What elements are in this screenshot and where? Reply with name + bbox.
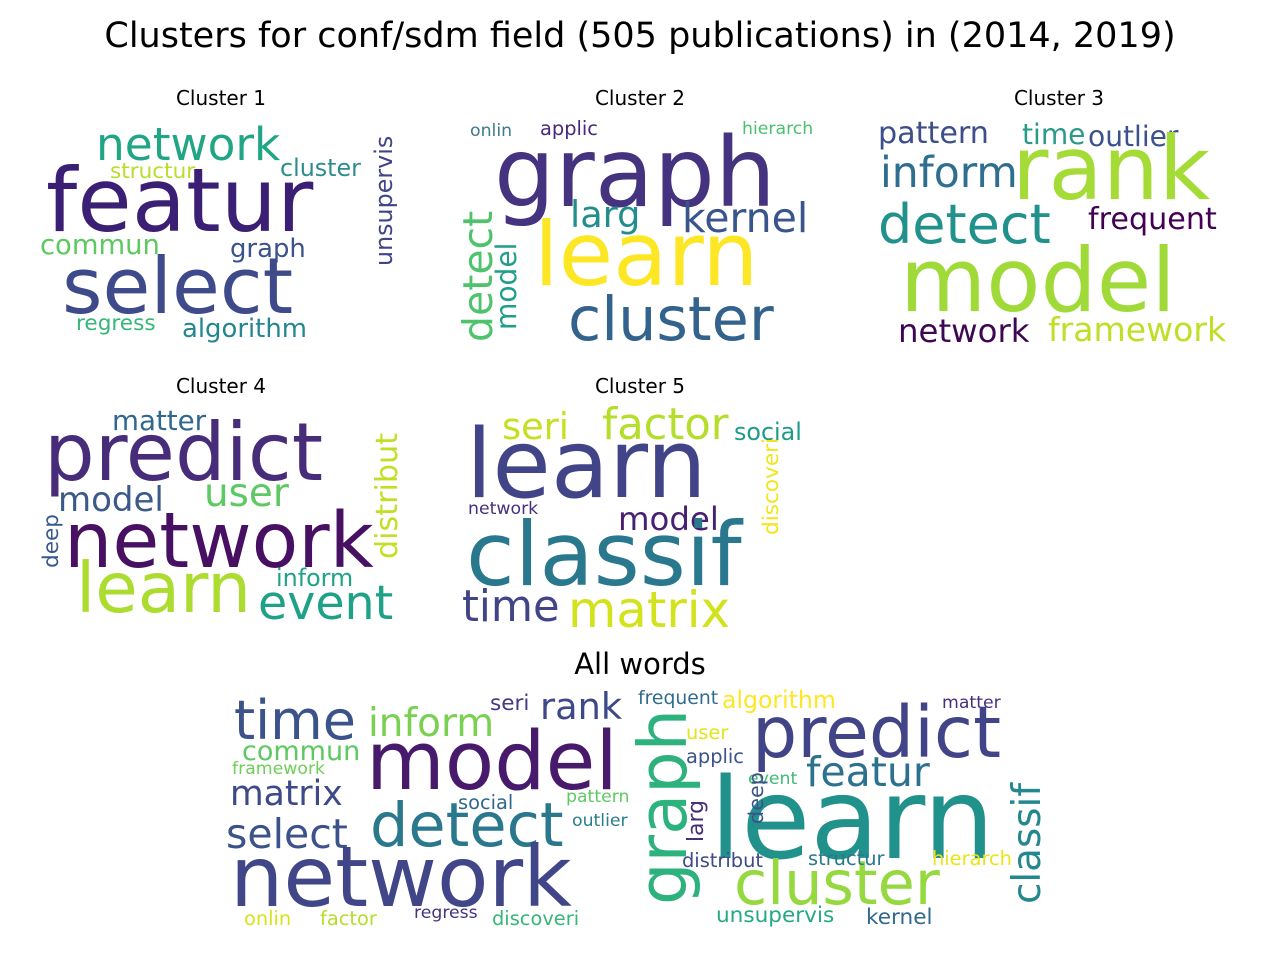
cluster-4-word-model: model bbox=[58, 479, 164, 520]
cluster-2-word-kernel: kernel bbox=[682, 194, 809, 243]
cluster-4-word-matter: matter bbox=[112, 404, 207, 438]
all-words-word-unsupervis: unsupervis bbox=[716, 903, 835, 929]
cluster-4-word-learn: learn bbox=[76, 549, 252, 630]
all-words-word-matter: matter bbox=[942, 693, 1001, 714]
all-words-word-matrix: matrix bbox=[230, 773, 343, 814]
cluster-5-title: Cluster 5 bbox=[594, 374, 686, 398]
cluster-1-word-featur: featur bbox=[46, 148, 314, 252]
all-words-word-seri: seri bbox=[490, 691, 530, 717]
all-words-word-algorithm: algorithm bbox=[722, 686, 836, 715]
cluster-4-word-predict: predict bbox=[44, 406, 324, 500]
cluster-2-word-applic: applic bbox=[540, 117, 598, 141]
all-words-word-user: user bbox=[686, 721, 729, 745]
cluster-5-word-learn: learn bbox=[466, 410, 707, 521]
all-words-word-frequent: frequent bbox=[638, 687, 719, 709]
all-words-word-featur: featur bbox=[806, 748, 930, 797]
cluster-5-word-model: model bbox=[618, 499, 719, 538]
cluster-5-word-discoveri: discoveri bbox=[759, 437, 785, 535]
cluster-1-word-algorithm: algorithm bbox=[182, 314, 307, 345]
cluster-1-word-network: network bbox=[96, 118, 281, 172]
all-words-word-applic: applic bbox=[686, 745, 744, 769]
all-words-word-learn: learn bbox=[710, 754, 995, 885]
all-words-word-time: time bbox=[234, 689, 357, 752]
all-words-word-hierarch: hierarch bbox=[932, 847, 1012, 871]
cluster-1-word-select: select bbox=[62, 242, 294, 333]
all-words-word-network: network bbox=[230, 827, 572, 926]
all-words-word-regress: regress bbox=[414, 903, 478, 924]
all-words-word-commun: commun bbox=[242, 735, 361, 767]
cluster-4-word-deep: deep bbox=[39, 514, 65, 568]
all-words-word-social: social bbox=[458, 791, 514, 815]
all-words-word-discoveri: discoveri bbox=[492, 907, 580, 931]
cluster-2-title: Cluster 2 bbox=[594, 86, 686, 110]
cluster-1-title: Cluster 1 bbox=[175, 86, 267, 110]
cluster-1-word-regress: regress bbox=[76, 311, 156, 337]
cluster-2-word-onlin: onlin bbox=[470, 121, 513, 142]
cluster-3-word-time: time bbox=[1022, 117, 1086, 151]
cluster-1-word-cluster: cluster bbox=[280, 154, 361, 183]
cluster-1-word-graph: graph bbox=[230, 234, 306, 265]
all-words-word-inform: inform bbox=[368, 700, 495, 746]
cluster-4-word-distribut: distribut bbox=[369, 433, 405, 560]
cluster-4-word-network: network bbox=[64, 495, 374, 585]
all-words-word-outlier: outlier bbox=[572, 811, 628, 832]
cluster-3-word-outlier: outlier bbox=[1088, 119, 1179, 153]
all-words-word-event: event bbox=[748, 769, 798, 790]
cluster-5-word-time: time bbox=[462, 582, 560, 633]
all-words-word-deep: deep bbox=[743, 772, 768, 824]
all-words-word-cluster: cluster bbox=[734, 848, 940, 919]
cluster-3-title: Cluster 3 bbox=[1013, 86, 1105, 110]
cluster-5-word-matrix: matrix bbox=[568, 581, 730, 640]
cluster-2-word-larg: larg bbox=[570, 192, 641, 236]
all-words-word-rank: rank bbox=[540, 684, 623, 728]
cluster-1-word-commun: commun bbox=[40, 230, 160, 262]
cluster-2-word-cluster: cluster bbox=[568, 284, 774, 355]
cluster-4-title: Cluster 4 bbox=[175, 374, 267, 398]
cluster-4-word-user: user bbox=[204, 470, 289, 516]
all-words-word-framework: framework bbox=[232, 759, 326, 780]
all-words-word-onlin: onlin bbox=[244, 907, 292, 931]
all-words-word-model: model bbox=[366, 714, 618, 809]
cluster-1-word-unsupervis: unsupervis bbox=[370, 135, 399, 267]
cluster-5-word-social: social bbox=[734, 418, 802, 447]
all-words-word-distribut: distribut bbox=[682, 849, 763, 873]
cluster-3-word-model: model bbox=[900, 228, 1176, 332]
cluster-3-word-pattern: pattern bbox=[878, 115, 989, 151]
all-words-word-detect: detect bbox=[370, 790, 564, 861]
all-words-word-classif: classif bbox=[1004, 782, 1050, 904]
all-words-word-factor: factor bbox=[320, 907, 377, 931]
all-words-word-kernel: kernel bbox=[866, 905, 933, 931]
cluster-2-word-model: model bbox=[489, 242, 523, 330]
cluster-2-word-learn: learn bbox=[534, 202, 759, 306]
cluster-4-word-event: event bbox=[258, 576, 394, 632]
cluster-5-word-classif: classif bbox=[466, 502, 742, 606]
all-words-word-select: select bbox=[226, 810, 348, 859]
cluster-3-word-framework: framework bbox=[1048, 310, 1227, 350]
all-words-word-larg: larg bbox=[684, 799, 710, 842]
all-words-word-structur: structur bbox=[808, 847, 885, 871]
cluster-5-word-factor: factor bbox=[602, 400, 729, 451]
all-words-word-predict: predict bbox=[752, 691, 1002, 775]
cluster-2-word-graph: graph bbox=[494, 116, 776, 229]
figure-title: Clusters for conf/sdm field (505 publica… bbox=[104, 16, 1176, 56]
cluster-5-word-seri: seri bbox=[502, 404, 569, 448]
cluster-3-word-detect: detect bbox=[878, 193, 1051, 256]
cluster-3-word-inform: inform bbox=[880, 148, 1018, 198]
cluster-3-word-frequent: frequent bbox=[1088, 201, 1217, 237]
cluster-3-word-rank: rank bbox=[1012, 116, 1211, 220]
cluster-3-word-network: network bbox=[898, 311, 1030, 350]
cluster-1-word-structur: structur bbox=[110, 159, 196, 185]
cluster-2-word-hierarch: hierarch bbox=[742, 119, 814, 140]
all-words-word-pattern: pattern bbox=[566, 787, 630, 808]
cluster-5-word-network: network bbox=[468, 499, 539, 520]
cluster-4-word-inform: inform bbox=[276, 564, 354, 593]
all-words-title: All words bbox=[574, 647, 706, 681]
